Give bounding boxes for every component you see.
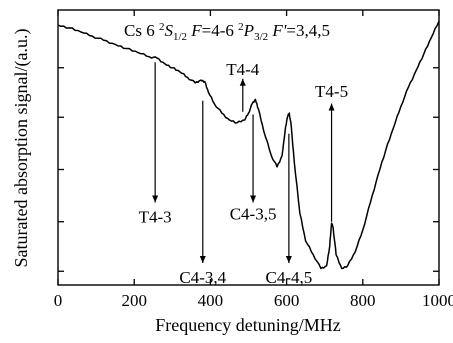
series-line	[57, 20, 440, 270]
annotation-label-3: C4-3,5	[230, 205, 277, 224]
annotation-label-5: T4-5	[315, 82, 348, 101]
x-tick-label-4: 800	[350, 291, 376, 310]
x-tick-label-1: 200	[121, 291, 147, 310]
peak-annotations: T4-3 C4-3,4 T4-4 C4-3,5 C4-4,5 T4-5	[139, 60, 348, 287]
annotation-arrow-3	[250, 195, 257, 203]
chart-title: Cs 6 2S1/2 F=4-6 2P3/2 F'=3,4,5	[124, 21, 330, 43]
annotation-label-1: C4-3,4	[179, 268, 226, 287]
annotation-arrow-0	[152, 195, 159, 203]
chart-title-part-6: =4-6	[202, 21, 239, 40]
y-axis-title: Saturated absorption signal/(a.u.)	[11, 29, 32, 268]
chart-title-part-1: 2	[159, 21, 165, 33]
x-tick-label-2: 400	[198, 291, 224, 310]
chart-title-part-5: F	[190, 21, 202, 40]
x-tick-label-3: 600	[274, 291, 300, 310]
annotation-label-2: T4-4	[226, 60, 260, 79]
annotation-arrow-2	[239, 78, 246, 86]
x-ticks	[57, 10, 440, 285]
x-tick-label-5: 1000	[422, 291, 453, 310]
annotation-label-4: C4-4,5	[266, 268, 313, 287]
annotation-arrow-5	[328, 103, 335, 111]
annotation-arrow-4	[285, 256, 292, 263]
annotation-label-0: T4-3	[139, 207, 172, 226]
x-tick-labels: 0 200 400 600 800 1000	[54, 291, 453, 310]
x-axis-title: Frequency detuning/MHz	[155, 315, 340, 335]
chart-title-part-2: S	[164, 21, 173, 40]
chart-title-part-12: =3,4,5	[286, 21, 330, 40]
x-tick-label-0: 0	[54, 291, 63, 310]
chart-title-part-9: 3/2	[254, 31, 268, 43]
chart-title-part-0: Cs 6	[124, 21, 159, 40]
annotation-arrow-1	[199, 256, 206, 263]
chart-title-part-11: F'	[271, 21, 286, 40]
chart-title-part-8: P	[243, 21, 254, 40]
y-ticks	[58, 67, 439, 272]
chart-title-part-7: 2	[238, 21, 244, 33]
chart-title-part-3: 1/2	[173, 31, 187, 43]
plot-frame	[57, 9, 440, 286]
